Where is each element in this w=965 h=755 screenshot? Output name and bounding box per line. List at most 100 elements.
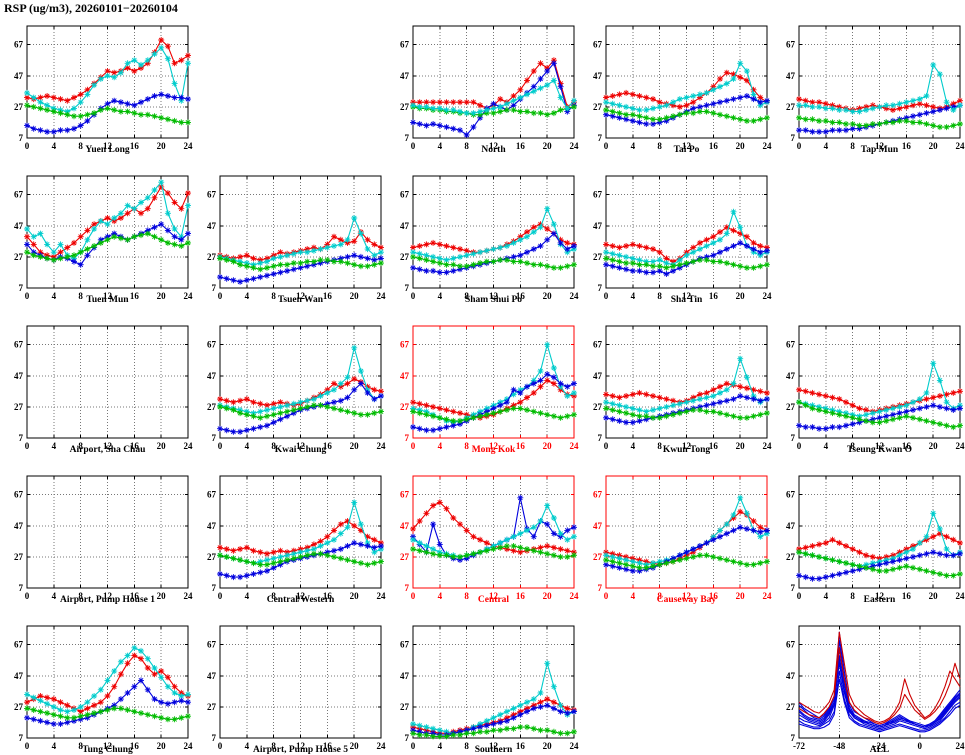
x-tick-label: 20 [157,741,167,751]
x-tick-label: 8 [78,591,83,601]
chart-canvas-sha-tin: 7 27 47 67 0 4 8 12 16 20 24 Sha Tin [593,175,772,305]
y-tick-label: 47 [14,71,24,81]
x-tick-label: 20 [929,141,939,151]
chart-title-all: ALL [870,745,890,755]
y-tick-label: 47 [786,371,796,381]
series-markers-red [217,518,384,557]
x-tick-label: 4 [824,441,829,451]
y-tick-label: 7 [212,733,217,743]
x-tick-label: 4 [631,141,636,151]
y-tick-label: 27 [786,102,796,112]
series-markers-green [217,402,384,421]
chart-canvas-sham-shui-po: 7 27 47 67 0 4 8 12 16 20 24 Sham Shui Po [400,175,579,305]
chart-title-yuen-long: Yuen Long [85,145,130,155]
chart-yuen-long: 7 27 47 67 0 4 8 12 16 20 24 Yuen Long [0,6,193,155]
chart-title-southern: Southern [475,745,513,755]
y-tick-label: 7 [791,133,796,143]
chart-title-airport-pump-house-1: Airport, Pump House 1 [60,595,155,605]
y-tick-label: 27 [14,402,24,412]
x-tick-label: 12 [682,141,692,151]
y-tick-label: 67 [14,190,24,200]
series-markers-green [410,253,577,271]
chart-canvas-airport-sha-chau: 7 27 47 67 0 4 8 12 16 20 24 Airport, Sha Chau [14,325,193,455]
x-tick-label: 20 [157,441,167,451]
chart-canvas-central-western: 7 27 47 67 0 4 8 12 16 20 24 Central/Western [207,475,386,605]
plot-frame [26,325,189,439]
series-markers-cyan [603,60,770,113]
chart-canvas-tai-po: 7 27 47 67 0 4 8 12 16 20 24 Tai Po [593,25,772,155]
y-tick-label: 7 [19,283,24,293]
series-markers-green [796,114,963,131]
x-tick-label: 16 [709,291,719,301]
x-tick-label: 16 [323,441,333,451]
y-tick-label: 67 [14,490,24,500]
chart-tai-po: 7 27 47 67 0 4 8 12 16 20 24 Tai Po [579,6,772,155]
chart-title-tung-chung: Tung Chung [82,745,133,755]
plot-frame [26,25,189,139]
x-tick-label: 24 [956,591,965,601]
y-tick-label: 47 [207,521,217,531]
y-tick-label: 7 [791,583,796,593]
y-tick-label: 27 [786,702,796,712]
y-tick-label: 67 [207,640,217,650]
x-tick-label: 8 [78,441,83,451]
page-title: RSP (ug/m3), 20260101−20260104 [4,1,178,15]
x-tick-label: 8 [78,291,83,301]
x-tick-label: 4 [438,141,443,151]
series-line-alert-2 [798,647,961,725]
y-tick-label: 47 [207,671,217,681]
x-tick-label: 16 [516,441,526,451]
chart-canvas-airport-pump-house-5: 7 27 47 67 0 4 8 12 16 20 24 Airport, Pump House 5 [207,625,386,755]
series-markers-green [410,543,577,560]
x-tick-label: 0 [25,591,30,601]
x-tick-label: 12 [875,141,885,151]
x-tick-label: 24 [570,141,580,151]
x-tick-label: 4 [245,441,250,451]
y-tick-label: 7 [405,583,410,593]
y-tick-label: 47 [593,71,603,81]
chart-title-airport-sha-chau: Airport, Sha Chau [70,445,146,455]
x-tick-label: 16 [902,591,912,601]
series-markers-red [796,530,963,562]
plot-frame [605,25,768,139]
x-tick-label: 12 [489,441,499,451]
x-tick-label: 0 [218,291,223,301]
y-tick-label: 7 [212,283,217,293]
chart-airport-pump-house-5: 7 27 47 67 0 4 8 12 16 20 24 Airport, Pump House 5 [193,606,386,755]
chart-all: 7 27 47 67 -72 -48 -24 0 24 ALL [772,606,965,755]
y-tick-label: 47 [14,371,24,381]
x-tick-label: 24 [184,291,194,301]
x-tick-label: 12 [296,291,306,301]
x-tick-label: 12 [103,741,113,751]
chart-canvas-tap-mun: 7 27 47 67 0 4 8 12 16 20 24 Tap Mun [786,25,965,155]
chart-title-tsuen-wan: Tsuen Wan [278,295,324,305]
x-tick-label: 24 [570,441,580,451]
x-tick-label: 4 [631,591,636,601]
x-tick-label: 0 [411,441,416,451]
y-tick-label: 47 [593,521,603,531]
chart-tsuen-wan: 7 27 47 67 0 4 8 12 16 20 24 Tsuen Wan [193,156,386,305]
chart-title-kwun-tong: Kwun Tong [663,445,711,455]
x-tick-label: 12 [875,441,885,451]
y-tick-label: 67 [400,490,410,500]
x-tick-label: 8 [78,141,83,151]
chart-title-sha-tin: Sha Tin [671,295,703,305]
series-line-station-3 [798,631,961,727]
x-tick-label: 20 [350,291,360,301]
x-tick-label: 12 [296,591,306,601]
y-tick-label: 67 [207,490,217,500]
y-tick-label: 27 [14,252,24,262]
series-markers-green [217,550,384,568]
chart-tseung-kwan-o: 7 27 47 67 0 4 8 12 16 20 24 Tseung Kwan O [772,306,965,455]
series-markers-green [603,107,770,124]
y-tick-label: 7 [405,433,410,443]
x-tick-label: 4 [631,291,636,301]
chart-canvas-southern: 7 27 47 67 0 4 8 12 16 20 24 Southern [400,625,579,755]
x-tick-label: 4 [824,141,829,151]
plot-frame [798,625,961,739]
y-tick-label: 67 [593,340,603,350]
x-tick-label: 0 [604,441,609,451]
y-tick-label: 27 [400,252,410,262]
y-tick-label: 7 [598,433,603,443]
chart-canvas-airport-pump-house-1: 7 27 47 67 0 4 8 12 16 20 24 Airport, Pump House 1 [14,475,193,605]
